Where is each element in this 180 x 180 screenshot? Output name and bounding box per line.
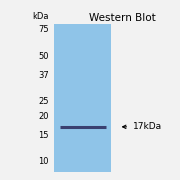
Text: 17kDa: 17kDa	[133, 122, 162, 131]
Text: 15: 15	[38, 130, 49, 140]
Text: 50: 50	[38, 52, 49, 61]
Text: Western Blot: Western Blot	[89, 13, 156, 23]
Text: 37: 37	[38, 71, 49, 80]
Text: kDa: kDa	[32, 12, 49, 21]
Text: 20: 20	[38, 112, 49, 121]
Text: 10: 10	[38, 157, 49, 166]
Text: 75: 75	[38, 25, 49, 34]
Text: 25: 25	[38, 97, 49, 106]
Bar	[54, 24, 111, 172]
